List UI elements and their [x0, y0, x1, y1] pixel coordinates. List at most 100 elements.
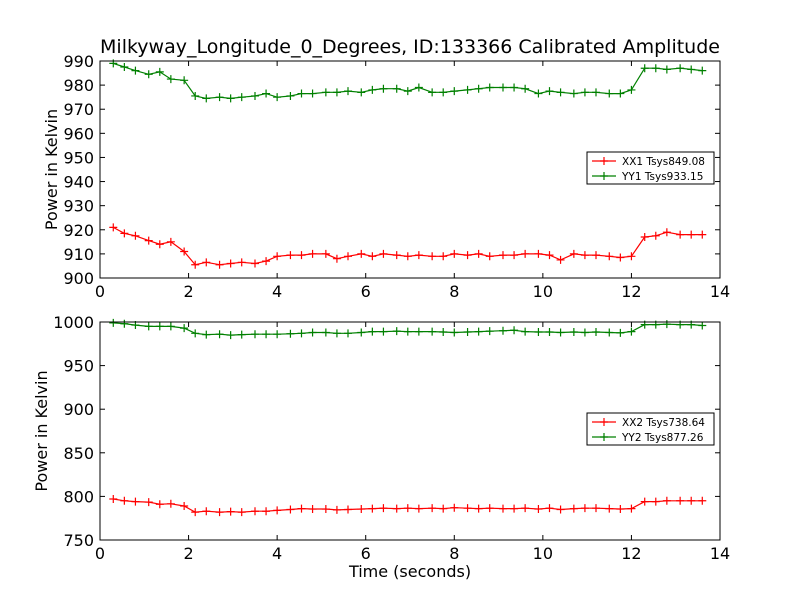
data-point [155, 500, 164, 509]
x-tick-label: 12 [621, 282, 641, 301]
data-point [450, 328, 459, 337]
data-point [463, 251, 472, 260]
data-point [262, 89, 271, 98]
data-point [379, 504, 388, 513]
data-point [545, 87, 554, 96]
data-point [120, 63, 129, 72]
data-point [144, 322, 153, 331]
data-point [627, 327, 636, 336]
data-point [428, 327, 437, 336]
x-tick-label: 2 [183, 544, 193, 563]
data-point [237, 508, 246, 517]
data-point [109, 495, 118, 504]
data-point [215, 508, 224, 517]
data-point [273, 93, 282, 102]
x-tick-label: 4 [272, 544, 282, 563]
data-point [215, 330, 224, 339]
data-point [698, 321, 707, 330]
x-tick-label: 0 [95, 282, 105, 301]
legend-marker [600, 172, 608, 180]
legend: XX1 Tsys849.08 YY1 Tsys933.15 [586, 151, 715, 185]
legend-marker [600, 157, 608, 165]
data-point [357, 249, 366, 258]
top-panel: 0 2 4 6 8 10 12 14 900 910 920 930 940 950 960 970 980 99… [42, 52, 730, 301]
data-point [651, 231, 660, 240]
y-tick-label: 850 [63, 444, 94, 463]
data-point [155, 240, 164, 249]
y-tick-label: 750 [63, 531, 94, 550]
y-tick-label: 900 [63, 269, 94, 288]
legend-label: YY2 Tsys877.26 [621, 432, 704, 444]
data-point [485, 327, 494, 336]
data-point [569, 504, 578, 513]
data-point [545, 251, 554, 260]
data-point [463, 328, 472, 337]
data-point [521, 249, 530, 258]
data-point [569, 89, 578, 98]
data-point [262, 330, 271, 339]
legend-box [586, 151, 715, 185]
x-tick-label: 8 [449, 282, 459, 301]
data-point [392, 504, 401, 513]
data-point [262, 257, 271, 266]
data-point [191, 329, 200, 338]
data-point [569, 249, 578, 258]
data-point [392, 84, 401, 93]
data-point [687, 65, 696, 74]
data-point [202, 507, 211, 516]
data-point [640, 497, 649, 506]
data-point [273, 330, 282, 339]
data-point [237, 330, 246, 339]
data-point [428, 252, 437, 261]
data-point [262, 507, 271, 516]
plot-frame [99, 60, 721, 279]
x-tick-label: 6 [361, 544, 371, 563]
data-point [474, 84, 483, 93]
y-tick-label: 1000 [53, 313, 94, 332]
data-point [403, 252, 412, 261]
data-point [392, 327, 401, 336]
data-point [308, 89, 317, 98]
data-point [180, 247, 189, 256]
legend-label: XX1 Tsys849.08 [622, 156, 705, 168]
data-point [180, 324, 189, 333]
data-point [428, 504, 437, 513]
y-tick-label: 950 [63, 148, 94, 167]
data-point [297, 329, 306, 338]
data-point [592, 328, 600, 337]
data-point [485, 504, 494, 513]
data-point [474, 504, 483, 513]
data-point [297, 89, 306, 98]
data-point [321, 249, 330, 258]
data-point [321, 328, 330, 337]
data-point [286, 505, 295, 514]
data-point [226, 331, 235, 340]
data-point [450, 249, 459, 258]
data-point [144, 498, 153, 507]
data-point [357, 88, 366, 97]
data-point [403, 87, 412, 96]
x-tick-label: 12 [621, 544, 641, 563]
data-point [616, 505, 625, 514]
x-tick-label: 4 [272, 282, 282, 301]
y-tick-label: 930 [63, 197, 94, 216]
data-point [605, 328, 614, 337]
data-point [556, 328, 565, 337]
data-point [474, 327, 483, 336]
data-point [580, 88, 589, 97]
data-point [344, 505, 352, 514]
data-point [414, 251, 423, 260]
data-point [414, 327, 423, 336]
data-point [439, 88, 448, 97]
data-point [556, 255, 565, 264]
data-point [534, 89, 543, 98]
data-point [521, 504, 530, 513]
data-point [144, 70, 153, 79]
data-point [166, 75, 175, 84]
data-point [592, 88, 600, 97]
data-point [332, 505, 341, 514]
data-point [580, 328, 589, 337]
data-point [109, 318, 118, 327]
data-point [534, 249, 543, 258]
y-tick-label: 990 [63, 52, 94, 71]
